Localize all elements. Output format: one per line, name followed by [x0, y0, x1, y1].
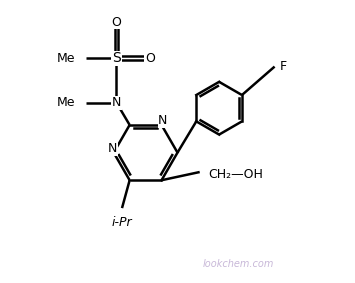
- Text: N: N: [108, 142, 117, 155]
- Text: O: O: [111, 16, 121, 29]
- Text: O: O: [145, 52, 155, 65]
- Text: N: N: [158, 114, 168, 127]
- Text: N: N: [112, 96, 121, 109]
- Text: F: F: [280, 60, 287, 73]
- Text: Me: Me: [56, 96, 75, 109]
- Text: S: S: [112, 51, 121, 65]
- Text: CH₂—OH: CH₂—OH: [208, 168, 263, 181]
- Text: i-Pr: i-Pr: [112, 216, 132, 230]
- Text: Me: Me: [56, 52, 75, 65]
- Text: lookchem.com: lookchem.com: [203, 259, 274, 269]
